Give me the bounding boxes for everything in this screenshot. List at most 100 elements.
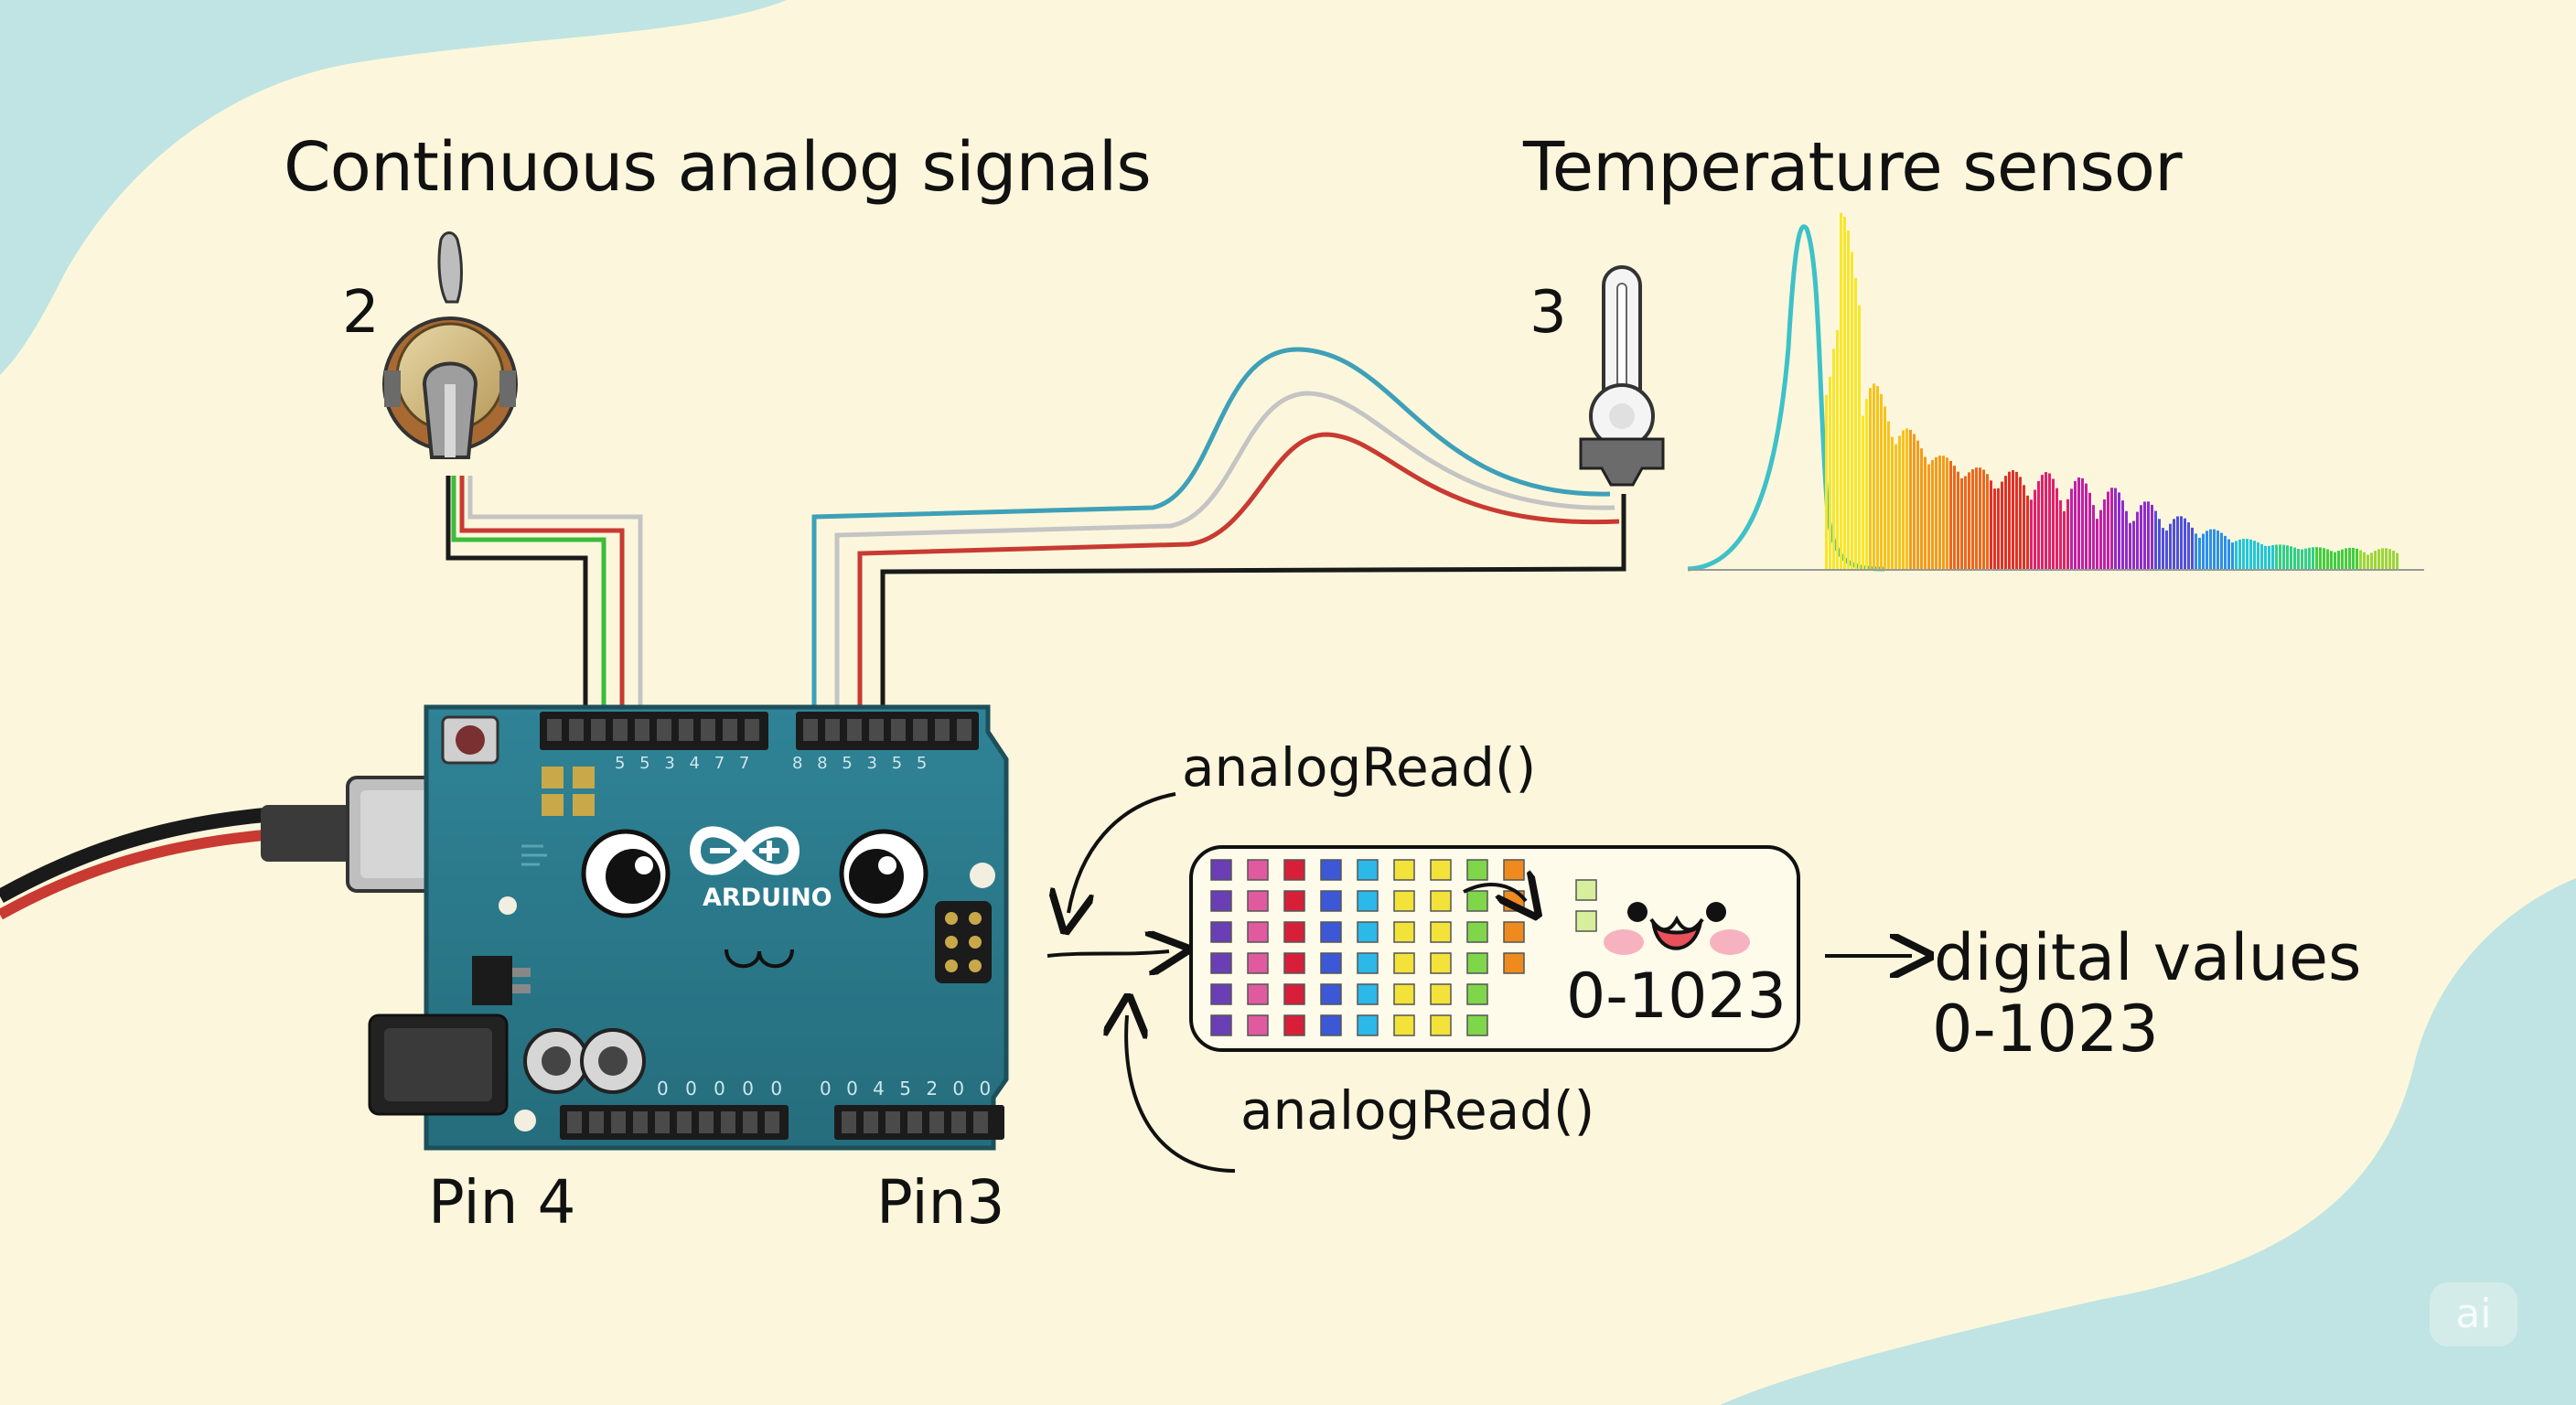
arduino-board <box>368 704 1009 1151</box>
thermometer-icon <box>1579 265 1665 487</box>
spectrum-bar <box>2001 481 2003 569</box>
data-square <box>1357 890 1379 912</box>
data-square <box>1393 890 1415 912</box>
data-square <box>1393 921 1415 943</box>
spectrum-bar <box>2077 477 2080 569</box>
header-pin-hole <box>743 1111 757 1133</box>
header-pin-numbers-bottom-left: 0 0 0 0 0 <box>657 1078 789 1099</box>
header-pin-hole <box>825 719 840 741</box>
spectrum-bar <box>1993 488 1996 569</box>
spectrum-bar <box>2103 499 2106 569</box>
header-pin-hole <box>677 1111 692 1133</box>
spectrum-bar <box>1894 444 1897 569</box>
spectrum-bar <box>2015 471 2018 569</box>
data-square <box>1320 952 1342 974</box>
spectrum-bar <box>2246 539 2249 569</box>
spectrum-bar <box>2279 544 2281 569</box>
corner-blob-bottom-right <box>1720 878 2576 1405</box>
spectrum-bar <box>2301 549 2303 569</box>
spectrum-bar <box>2363 552 2366 569</box>
data-square <box>1503 952 1525 974</box>
spectrum-bar <box>2198 537 2201 569</box>
spectrum-bar <box>2242 539 2245 569</box>
spectrum-bar <box>2110 488 2113 569</box>
header-pin-hole <box>723 719 737 741</box>
spectrum-bar <box>2081 477 2084 569</box>
spectrum-bar <box>1905 428 1908 569</box>
spectrum-bar <box>1840 212 1842 570</box>
spectrum-bar <box>1884 406 1886 569</box>
header-pin-numbers-top-left: 5 5 3 4 7 7 <box>615 754 755 773</box>
spectrum-bar <box>2271 544 2274 569</box>
arduino-brand-label: ARDUINO <box>703 884 832 912</box>
spectrum-bar <box>1990 480 1992 569</box>
spectrum-bar <box>2286 545 2289 569</box>
spectrum-bar <box>2066 499 2069 569</box>
spectrum-bar <box>2019 477 2022 569</box>
spectrum-bar <box>1851 252 1853 569</box>
spectrum-bar <box>1858 305 1861 569</box>
spectrum-bar <box>1854 277 1857 569</box>
header-pin-hole <box>635 719 649 741</box>
spectrum-bar <box>2045 472 2047 569</box>
spectrum-bar <box>2356 548 2358 569</box>
spectrum-bar <box>2055 488 2058 569</box>
data-square <box>1466 890 1488 912</box>
spectrum-bar <box>1862 415 1864 569</box>
spectrum-bar <box>2147 501 2150 569</box>
data-square <box>1357 859 1379 881</box>
header-pin-hole <box>929 1111 944 1133</box>
spectrum-bar <box>2275 544 2278 569</box>
spectrum-bar <box>2326 549 2329 569</box>
data-square <box>1466 1014 1488 1036</box>
spectrum-bar <box>2348 547 2351 569</box>
spectrum-bar <box>2165 530 2168 569</box>
header-pin-hole <box>869 719 884 741</box>
spectrum-bar <box>2253 541 2256 569</box>
data-square <box>1283 859 1305 881</box>
data-square <box>1357 921 1379 943</box>
data-square <box>1466 952 1488 974</box>
digital-range-label: 0-1023 <box>1932 992 2159 1067</box>
spectrum-bar <box>1909 429 1912 569</box>
arduino-logo-icon <box>689 826 800 875</box>
ai-badge: ai <box>2430 1282 2517 1346</box>
spectrum-bar <box>2213 529 2216 569</box>
spectrum-bar <box>2004 476 2007 569</box>
header-pin-hole <box>613 719 628 741</box>
spectrum-bar <box>2088 492 2091 569</box>
header-pin-hole <box>611 1111 626 1133</box>
spectrum-bar <box>1924 456 1927 569</box>
header-pin-hole <box>935 719 950 741</box>
data-square <box>1575 910 1597 932</box>
spectrum-bar <box>2096 519 2098 569</box>
spectrum-bar <box>2385 548 2388 569</box>
temperature-sensor-title: Temperature sensor <box>1523 128 2183 207</box>
spectrum-bar <box>2341 549 2344 569</box>
spectrum-bar <box>1931 460 1934 569</box>
spectrum-bar <box>2315 547 2318 569</box>
digital-values-box <box>1189 845 1800 1052</box>
spectrum-bar <box>2202 533 2205 569</box>
spectrum-bar <box>2323 548 2325 569</box>
spectrum-bar <box>2176 516 2179 569</box>
data-square <box>1357 952 1379 974</box>
spectrum-bar <box>1873 383 1875 569</box>
spectrum-bar <box>1843 216 1846 569</box>
spectrum-bar <box>1829 376 1831 569</box>
data-square <box>1247 859 1269 881</box>
data-square <box>1247 1014 1269 1036</box>
spectrum-bar <box>2352 547 2355 569</box>
data-square <box>1430 890 1452 912</box>
spectrum-bar <box>2125 510 2128 569</box>
spectrum-bar <box>2224 535 2227 569</box>
spectrum-bar <box>2118 492 2120 569</box>
spectrum-bar <box>2107 491 2109 569</box>
spectrum-bar <box>2034 489 2036 569</box>
data-square <box>1357 1014 1379 1036</box>
spectrum-bar <box>2249 539 2252 569</box>
header-pin-hole <box>655 1111 670 1133</box>
spectrum-bar <box>1986 474 1989 569</box>
spectrum-bar <box>1887 421 1890 569</box>
spectrum-graphic <box>1687 212 2424 572</box>
